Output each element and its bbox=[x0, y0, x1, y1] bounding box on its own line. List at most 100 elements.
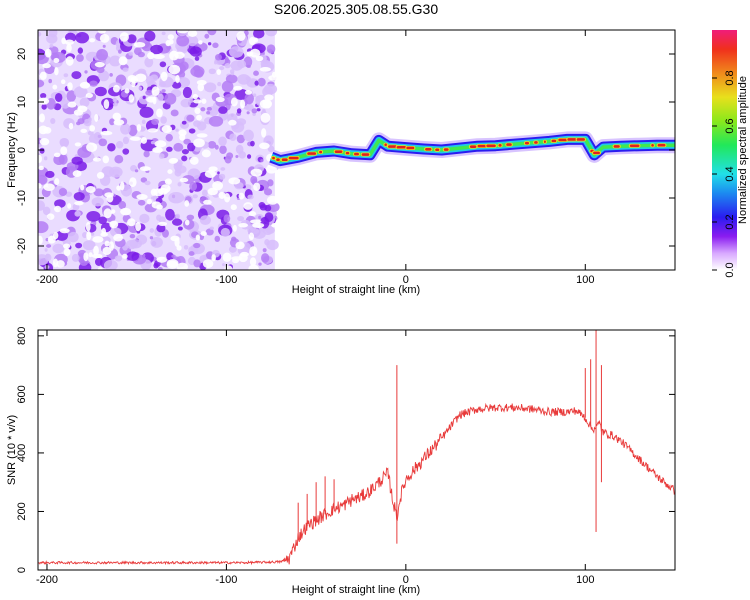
track-hotspot-red bbox=[361, 153, 370, 156]
noise-blob bbox=[230, 72, 235, 76]
noise-gap bbox=[54, 177, 60, 186]
noise-gap bbox=[44, 48, 52, 58]
noise-gap bbox=[222, 252, 232, 263]
noise-blob bbox=[260, 159, 264, 163]
noise-gap bbox=[248, 36, 256, 46]
noise-blob bbox=[73, 86, 88, 98]
noise-gap bbox=[167, 34, 175, 40]
noise-blob bbox=[165, 133, 173, 142]
noise-gap bbox=[167, 169, 173, 174]
noise-blob bbox=[144, 30, 156, 42]
noise-gap bbox=[93, 245, 99, 256]
noise-blob bbox=[58, 154, 68, 165]
noise-blob bbox=[112, 102, 118, 107]
noise-blob bbox=[250, 140, 255, 147]
noise-blob bbox=[183, 245, 189, 250]
noise-gap bbox=[193, 99, 202, 104]
noise-blob bbox=[171, 254, 176, 258]
noise-blob bbox=[74, 210, 81, 217]
track-hotspot-red bbox=[543, 140, 546, 144]
noise-gap bbox=[196, 133, 208, 138]
noise-blob bbox=[226, 152, 234, 160]
noise-blob bbox=[218, 136, 227, 147]
noise-gap bbox=[63, 248, 71, 257]
noise-blob bbox=[186, 35, 199, 47]
noise-gap bbox=[42, 63, 51, 69]
colorbar-gradient bbox=[712, 30, 737, 270]
noise-gap bbox=[218, 191, 226, 199]
noise-blob bbox=[180, 98, 191, 108]
noise-blob bbox=[138, 95, 150, 105]
noise-blob bbox=[43, 156, 48, 161]
noise-blob bbox=[77, 47, 84, 54]
noise-gap bbox=[184, 200, 190, 207]
noise-blob bbox=[187, 142, 196, 152]
noise-blob bbox=[109, 166, 123, 178]
track-hotspot-red bbox=[477, 144, 487, 148]
noise-gap bbox=[64, 39, 74, 45]
noise-gap bbox=[224, 265, 233, 270]
noise-gap bbox=[99, 33, 110, 43]
noise-gap bbox=[52, 258, 59, 268]
noise-gap bbox=[248, 232, 255, 241]
noise-gap bbox=[74, 142, 82, 147]
noise-blob bbox=[237, 215, 245, 222]
noise-blob bbox=[217, 81, 222, 87]
noise-blob bbox=[120, 123, 131, 135]
noise-gap bbox=[38, 125, 49, 135]
track-hotspot-red bbox=[443, 148, 449, 151]
track-hotspot-red bbox=[319, 150, 323, 154]
track-hotspot-red bbox=[593, 151, 600, 155]
noise-blob bbox=[102, 44, 106, 48]
noise-blob bbox=[228, 46, 244, 58]
noise-gap bbox=[196, 114, 203, 121]
noise-gap bbox=[113, 119, 125, 126]
noise-blob bbox=[168, 192, 185, 204]
snr-x-tick-label: -100 bbox=[215, 574, 237, 586]
noise-gap bbox=[230, 97, 238, 107]
noise-gap bbox=[54, 67, 59, 76]
noise-blob bbox=[67, 231, 79, 243]
track-hotspot-red bbox=[629, 144, 640, 148]
noise-blob bbox=[189, 46, 202, 57]
noise-blob bbox=[267, 145, 275, 153]
noise-gap bbox=[255, 55, 264, 62]
noise-gap bbox=[89, 38, 96, 43]
noise-gap bbox=[38, 97, 50, 105]
noise-blob bbox=[144, 180, 151, 186]
noise-blob bbox=[122, 67, 129, 72]
noise-blob bbox=[118, 49, 122, 54]
noise-blob bbox=[257, 77, 266, 87]
noise-gap bbox=[38, 235, 43, 245]
noise-gap bbox=[38, 182, 42, 189]
noise-blob bbox=[204, 82, 217, 93]
track-hotspot-red bbox=[276, 158, 280, 162]
noise-blob bbox=[142, 253, 146, 257]
noise-blob bbox=[134, 169, 139, 173]
noise-gap bbox=[104, 240, 110, 247]
noise-blob bbox=[212, 42, 219, 48]
noise-gap bbox=[248, 211, 257, 217]
noise-blob bbox=[201, 189, 208, 197]
noise-blob bbox=[166, 252, 174, 261]
track-hotspot-red bbox=[334, 150, 343, 153]
noise-blob bbox=[183, 138, 191, 145]
track-hotspot-red bbox=[551, 139, 557, 143]
noise-blob bbox=[256, 108, 261, 112]
noise-blob bbox=[161, 31, 166, 36]
noise-blob bbox=[253, 30, 265, 39]
noise-blob bbox=[265, 226, 275, 234]
noise-blob bbox=[76, 121, 81, 126]
noise-gap bbox=[253, 182, 261, 191]
track-hotspot-red bbox=[469, 145, 477, 148]
noise-gap bbox=[68, 122, 74, 130]
noise-blob bbox=[96, 66, 105, 74]
noise-blob bbox=[214, 235, 221, 242]
noise-gap bbox=[39, 71, 47, 80]
noise-blob bbox=[39, 147, 45, 154]
noise-gap bbox=[203, 199, 212, 205]
noise-blob bbox=[128, 124, 138, 137]
noise-gap bbox=[47, 235, 56, 244]
noise-blob bbox=[86, 210, 101, 222]
noise-blob bbox=[193, 120, 201, 127]
